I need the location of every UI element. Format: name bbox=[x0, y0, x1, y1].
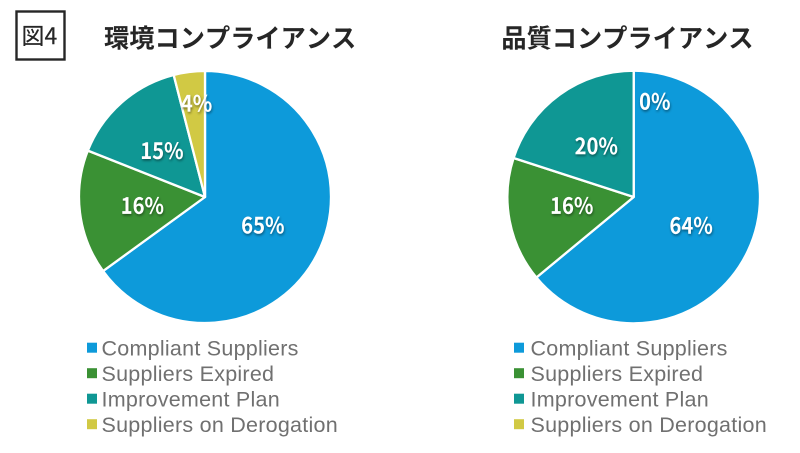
svg-text:Improvement Plan: Improvement Plan bbox=[102, 387, 280, 411]
svg-text:Suppliers Expired: Suppliers Expired bbox=[102, 362, 275, 386]
svg-text:Improvement Plan: Improvement Plan bbox=[531, 387, 709, 411]
svg-text:Suppliers on Derogation: Suppliers on Derogation bbox=[102, 413, 338, 437]
svg-text:Suppliers on Derogation: Suppliers on Derogation bbox=[531, 413, 767, 437]
svg-text:Suppliers Expired: Suppliers Expired bbox=[531, 362, 704, 386]
svg-text:Compliant Suppliers: Compliant Suppliers bbox=[531, 336, 728, 360]
svg-text:Compliant Suppliers: Compliant Suppliers bbox=[102, 336, 299, 360]
